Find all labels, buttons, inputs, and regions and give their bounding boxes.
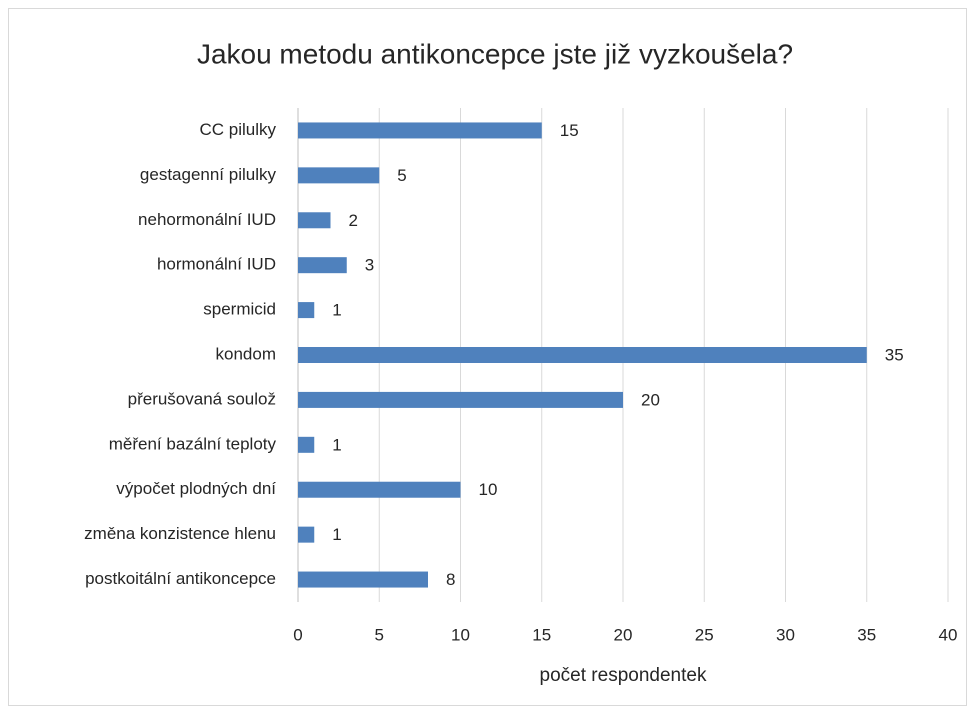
bar — [298, 302, 315, 319]
data-label: 1 — [332, 525, 341, 544]
x-tick-label: 35 — [857, 625, 876, 644]
y-tick-label: hormonální IUD — [157, 255, 276, 274]
x-tick-label: 20 — [614, 625, 633, 644]
data-label: 3 — [365, 256, 374, 275]
y-tick-label: změna konzistence hlenu — [84, 524, 276, 543]
data-label: 5 — [397, 166, 406, 185]
x-tick-label: 10 — [451, 625, 470, 644]
y-tick-label: přerušovaná soulož — [128, 389, 276, 408]
bar — [298, 436, 315, 453]
y-tick-label: spermicid — [203, 300, 276, 319]
bar — [298, 257, 347, 274]
x-axis-title: počet respondentek — [540, 665, 707, 686]
y-tick-label: výpočet plodných dní — [116, 479, 276, 498]
bar — [298, 167, 380, 184]
x-tick-label: 5 — [375, 625, 384, 644]
y-tick-label: kondom — [216, 344, 276, 363]
bar — [298, 481, 461, 498]
bar — [298, 122, 542, 139]
y-tick-label: gestagenní pilulky — [140, 165, 277, 184]
x-tick-label: 30 — [776, 625, 795, 644]
bar — [298, 391, 623, 408]
x-tick-label: 25 — [695, 625, 714, 644]
data-label: 15 — [560, 121, 579, 140]
bar — [298, 347, 867, 363]
x-tick-label: 15 — [532, 625, 551, 644]
data-label: 1 — [332, 301, 341, 320]
data-label: 2 — [349, 211, 358, 230]
bar — [298, 526, 315, 543]
y-tick-label: měření bazální teploty — [109, 434, 277, 453]
data-label: 35 — [885, 345, 904, 364]
data-label: 10 — [479, 480, 498, 499]
x-tick-label: 40 — [939, 625, 958, 644]
bar — [298, 212, 331, 229]
data-label: 8 — [446, 570, 455, 589]
x-tick-label: 0 — [293, 625, 302, 644]
chart-title: Jakou metodu antikoncepce jste již vyzko… — [197, 38, 793, 69]
y-tick-label: postkoitální antikoncepce — [85, 569, 276, 588]
y-tick-label: CC pilulky — [199, 120, 276, 139]
data-label: 20 — [641, 390, 660, 409]
y-tick-label: nehormonální IUD — [138, 210, 276, 229]
data-label: 1 — [332, 435, 341, 454]
bar — [298, 571, 428, 588]
